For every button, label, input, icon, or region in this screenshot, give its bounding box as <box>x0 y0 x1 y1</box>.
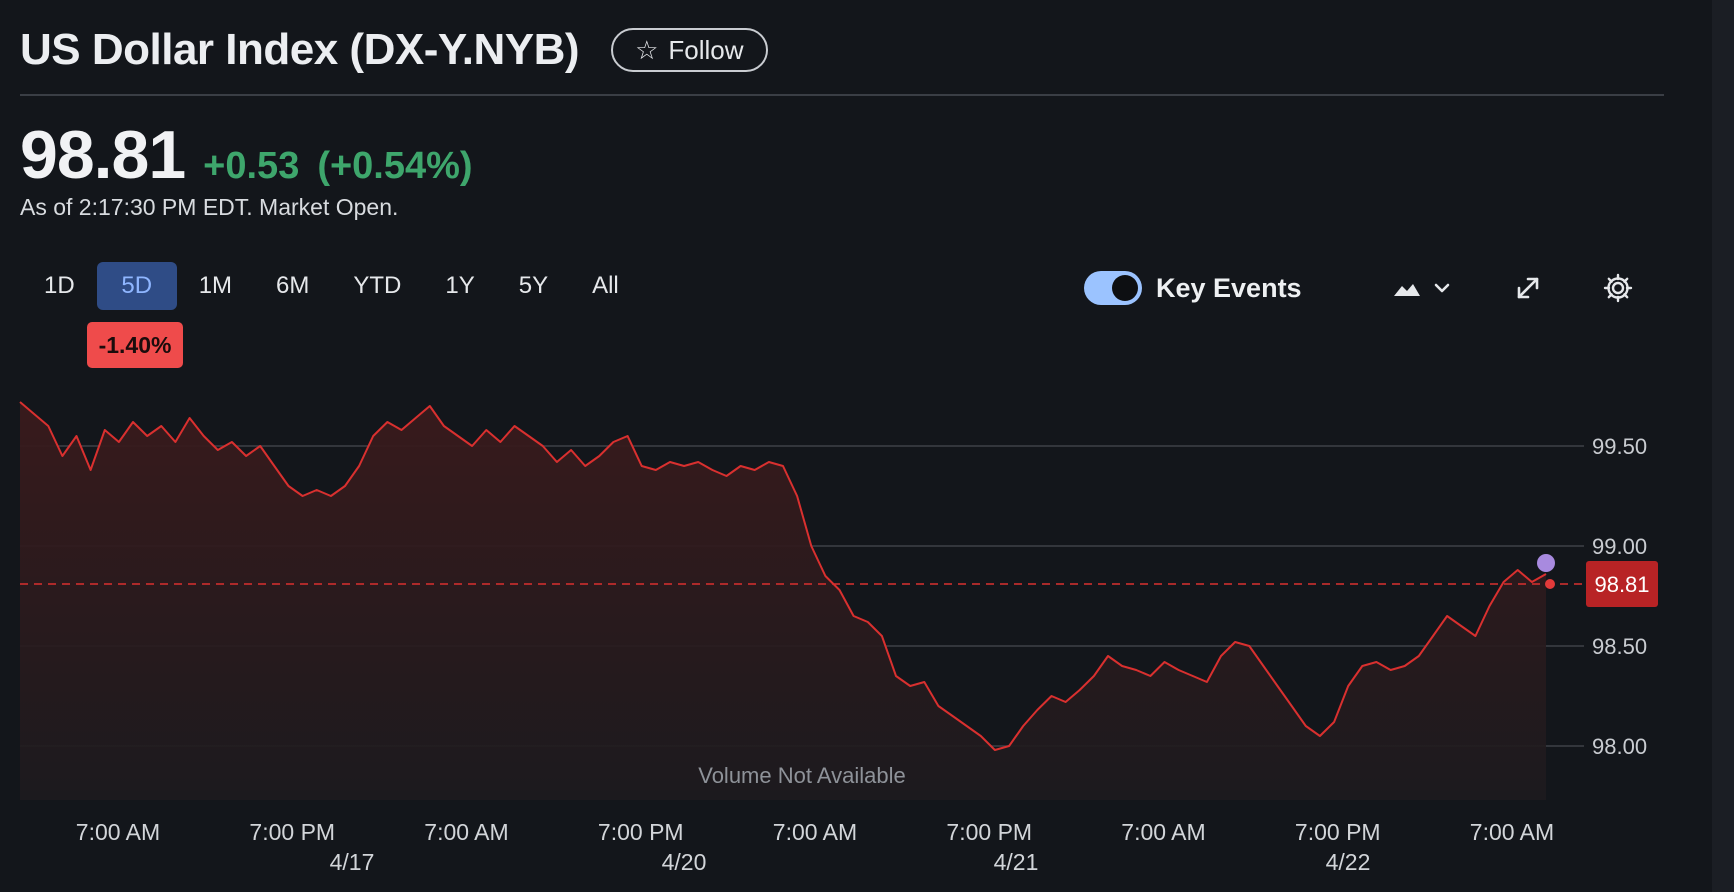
range-all[interactable]: All <box>592 272 619 299</box>
key-events-label: Key Events <box>1156 272 1302 303</box>
current-price-tag-label: 98.81 <box>1594 572 1649 597</box>
expand-button[interactable] <box>1510 270 1546 306</box>
range-5d[interactable]: 5D <box>96 262 177 310</box>
price-area <box>20 402 1546 800</box>
range-1d[interactable]: 1D <box>44 272 75 299</box>
range-1m[interactable]: 1M <box>198 272 233 299</box>
price-chart-svg: 98.81 99.50 99.00 98.50 98.00 Volume Not Av… <box>19 401 1658 875</box>
last-price-dot <box>1545 579 1555 589</box>
price-chart[interactable]: 98.81 99.50 99.00 98.50 98.00 Volume Not Av… <box>0 360 1712 892</box>
x-tick-label: 7:00 AM <box>424 819 508 845</box>
x-tick-label: 7:00 PM <box>946 819 1032 845</box>
current-price: 98.81 <box>20 117 186 193</box>
y-tick-label: 99.00 <box>1592 534 1647 559</box>
gear-icon <box>1603 273 1633 303</box>
price-change: +0.53 <box>203 145 300 187</box>
follow-button[interactable]: ☆ Follow <box>611 28 768 72</box>
mountain-chart-icon <box>1394 283 1450 296</box>
period-change-badge: -1.40% <box>87 322 183 368</box>
follow-label: Follow <box>668 34 744 65</box>
range-6m[interactable]: 6M <box>276 272 310 299</box>
date-label: 4/20 <box>662 849 707 875</box>
settings-button[interactable] <box>1600 270 1636 306</box>
x-tick-label: 7:00 AM <box>76 819 160 845</box>
market-status: As of 2:17:30 PM EDT. Market Open. <box>20 194 399 220</box>
range-ytd[interactable]: YTD <box>353 272 402 299</box>
x-tick-label: 7:00 PM <box>249 819 335 845</box>
star-icon: ☆ <box>635 35 659 65</box>
key-events-control: Key Events <box>1084 268 1302 308</box>
range-5y[interactable]: 5Y <box>518 272 549 299</box>
x-tick-label: 7:00 PM <box>598 819 684 845</box>
y-tick-label: 98.50 <box>1592 634 1647 659</box>
toggle-knob <box>1112 275 1138 301</box>
range-1y[interactable]: 1Y <box>445 272 475 299</box>
y-axis-labels: 99.50 99.00 98.50 98.00 <box>1592 434 1647 759</box>
y-tick-label: 98.00 <box>1592 734 1647 759</box>
x-tick-label: 7:00 AM <box>773 819 857 845</box>
key-event-marker[interactable] <box>1537 554 1555 572</box>
page-title: US Dollar Index (DX-Y.NYB) <box>20 25 580 74</box>
current-price-tag: 98.81 <box>1586 561 1658 607</box>
date-label: 4/21 <box>994 849 1039 875</box>
volume-note: Volume Not Available <box>698 763 906 788</box>
scroll-gutter <box>1712 0 1734 892</box>
quote-summary: 98.81 +0.53 (+0.54%) <box>20 116 473 194</box>
price-change-percent: (+0.54%) <box>317 145 473 187</box>
price-line <box>19 401 1547 751</box>
x-tick-label: 7:00 PM <box>1295 819 1381 845</box>
y-tick-label: 99.50 <box>1592 434 1647 459</box>
x-tick-label: 7:00 AM <box>1121 819 1205 845</box>
chart-type-dropdown[interactable] <box>1392 274 1452 304</box>
date-label: 4/17 <box>330 849 375 875</box>
range-selector: 1D 5D 1M 6M YTD 1Y 5Y All <box>22 262 641 310</box>
header-divider <box>20 94 1664 96</box>
x-tick-label: 7:00 AM <box>1470 819 1554 845</box>
page-header: US Dollar Index (DX-Y.NYB) ☆ Follow <box>20 20 768 80</box>
x-axis-labels: 7:00 AM 7:00 PM 7:00 AM 7:00 PM 7:00 AM 7:00 … <box>76 819 1554 875</box>
key-events-toggle[interactable] <box>1084 271 1142 305</box>
date-label: 4/22 <box>1326 849 1371 875</box>
expand-icon <box>1517 277 1539 299</box>
